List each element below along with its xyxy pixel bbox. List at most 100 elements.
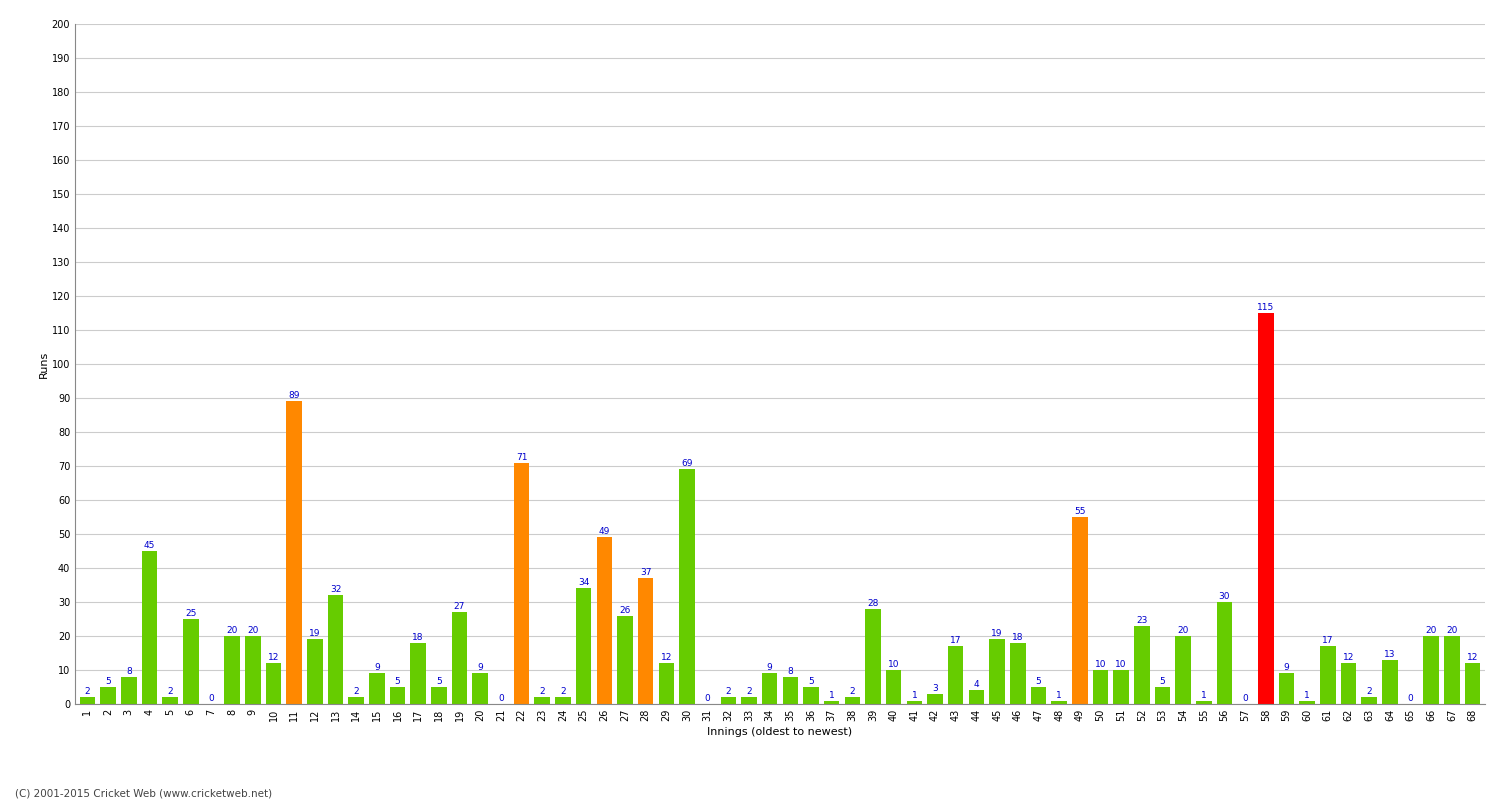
Bar	[1113, 670, 1130, 704]
Bar	[162, 697, 178, 704]
Bar	[616, 616, 633, 704]
Bar	[390, 687, 405, 704]
Bar	[990, 639, 1005, 704]
Text: 27: 27	[454, 602, 465, 611]
Bar	[1466, 663, 1480, 704]
Bar	[927, 694, 944, 704]
Bar	[430, 687, 447, 704]
Text: 12: 12	[1342, 653, 1354, 662]
Text: 2: 2	[354, 687, 358, 696]
Bar	[1424, 636, 1438, 704]
Text: 1: 1	[830, 690, 834, 699]
Text: 18: 18	[413, 633, 424, 642]
Text: 34: 34	[578, 578, 590, 587]
Text: 0: 0	[705, 694, 711, 703]
Text: 25: 25	[184, 609, 196, 618]
Bar	[1341, 663, 1356, 704]
Text: 2: 2	[168, 687, 172, 696]
Text: 5: 5	[1035, 677, 1041, 686]
Bar	[286, 402, 302, 704]
Bar	[1280, 674, 1294, 704]
Bar	[534, 697, 550, 704]
Bar	[555, 697, 570, 704]
X-axis label: Innings (oldest to newest): Innings (oldest to newest)	[708, 727, 852, 737]
Bar	[452, 612, 468, 704]
Text: 71: 71	[516, 453, 528, 462]
Text: 0: 0	[209, 694, 214, 703]
Text: 9: 9	[766, 663, 772, 672]
Text: 12: 12	[660, 653, 672, 662]
Bar	[906, 701, 922, 704]
Text: 5: 5	[105, 677, 111, 686]
Text: 18: 18	[1013, 633, 1023, 642]
Text: 2: 2	[540, 687, 544, 696]
Text: 13: 13	[1384, 650, 1395, 658]
Text: 20: 20	[1446, 626, 1458, 635]
Bar	[1320, 646, 1335, 704]
Bar	[1362, 697, 1377, 704]
Bar	[514, 462, 529, 704]
Bar	[1010, 643, 1026, 704]
Text: 1: 1	[912, 690, 918, 699]
Text: 0: 0	[1242, 694, 1248, 703]
Bar	[886, 670, 902, 704]
Text: 55: 55	[1074, 507, 1086, 516]
Bar	[1299, 701, 1316, 704]
Text: 4: 4	[974, 680, 980, 690]
Text: 49: 49	[598, 527, 610, 536]
Text: 12: 12	[1467, 653, 1479, 662]
Bar	[141, 551, 158, 704]
Bar	[1134, 626, 1149, 704]
Text: 45: 45	[144, 541, 154, 550]
Text: 1: 1	[1056, 690, 1062, 699]
Bar	[762, 674, 777, 704]
Text: 89: 89	[288, 391, 300, 400]
Bar	[597, 538, 612, 704]
Bar	[680, 470, 694, 704]
Text: 2: 2	[560, 687, 566, 696]
Text: 2: 2	[1366, 687, 1372, 696]
Bar	[1216, 602, 1233, 704]
Text: 0: 0	[498, 694, 504, 703]
Text: 5: 5	[436, 677, 441, 686]
Text: 12: 12	[268, 653, 279, 662]
Text: 0: 0	[1407, 694, 1413, 703]
Text: 20: 20	[248, 626, 258, 635]
Bar	[80, 697, 94, 704]
Text: 9: 9	[477, 663, 483, 672]
Text: 2: 2	[726, 687, 730, 696]
Text: 26: 26	[620, 606, 630, 614]
Bar	[1444, 636, 1460, 704]
Bar	[100, 687, 116, 704]
Text: 10: 10	[1116, 660, 1126, 669]
Bar	[1382, 660, 1398, 704]
Bar	[244, 636, 261, 704]
Text: 37: 37	[640, 568, 651, 577]
Bar	[308, 639, 322, 704]
Bar	[969, 690, 984, 704]
Bar	[804, 687, 819, 704]
Text: 19: 19	[992, 630, 1004, 638]
Bar	[824, 701, 840, 704]
Bar	[865, 609, 880, 704]
Text: 5: 5	[808, 677, 814, 686]
Bar	[658, 663, 674, 704]
Text: 2: 2	[849, 687, 855, 696]
Text: 69: 69	[681, 459, 693, 468]
Bar	[844, 697, 859, 704]
Bar	[348, 697, 364, 704]
Bar	[741, 697, 756, 704]
Text: 10: 10	[888, 660, 900, 669]
Y-axis label: Runs: Runs	[39, 350, 50, 378]
Bar	[472, 674, 488, 704]
Bar	[1092, 670, 1108, 704]
Bar	[1052, 701, 1066, 704]
Text: 20: 20	[1425, 626, 1437, 635]
Bar	[638, 578, 654, 704]
Text: 5: 5	[1160, 677, 1166, 686]
Bar	[948, 646, 963, 704]
Text: 1: 1	[1202, 690, 1206, 699]
Bar	[122, 677, 136, 704]
Bar	[576, 589, 591, 704]
Bar	[1176, 636, 1191, 704]
